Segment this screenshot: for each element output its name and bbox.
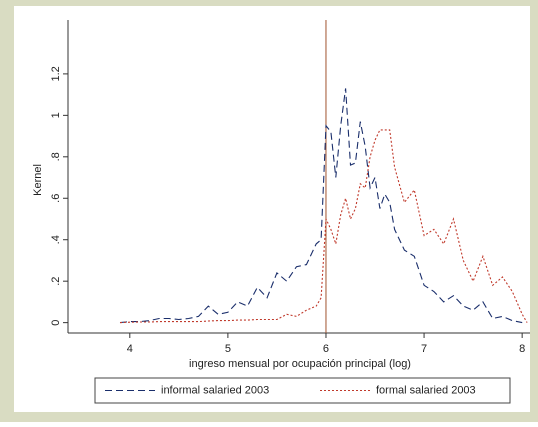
legend-label: formal salaried 2003	[376, 384, 476, 396]
y-tick-label: .4	[50, 235, 62, 244]
x-axis-label: ingreso mensual por ocupación principal …	[189, 358, 411, 370]
y-tick-label: .6	[50, 194, 62, 203]
y-tick-label: 1.2	[50, 66, 62, 81]
panel	[14, 6, 530, 412]
y-tick-label: 1	[50, 112, 62, 118]
x-tick-label: 8	[519, 343, 525, 355]
series-line	[119, 129, 528, 324]
y-tick-label: .2	[50, 277, 62, 286]
y-tick-label: 0	[50, 320, 62, 326]
legend-label: informal salaried 2003	[161, 384, 269, 396]
x-tick-label: 4	[127, 343, 133, 355]
x-tick-label: 5	[225, 343, 231, 355]
series-line	[119, 88, 523, 324]
x-tick-label: 7	[421, 343, 427, 355]
y-axis-label: Kernel	[32, 164, 44, 196]
y-tick-label: .8	[50, 152, 62, 161]
x-tick-label: 6	[323, 343, 329, 355]
legend	[94, 377, 511, 404]
